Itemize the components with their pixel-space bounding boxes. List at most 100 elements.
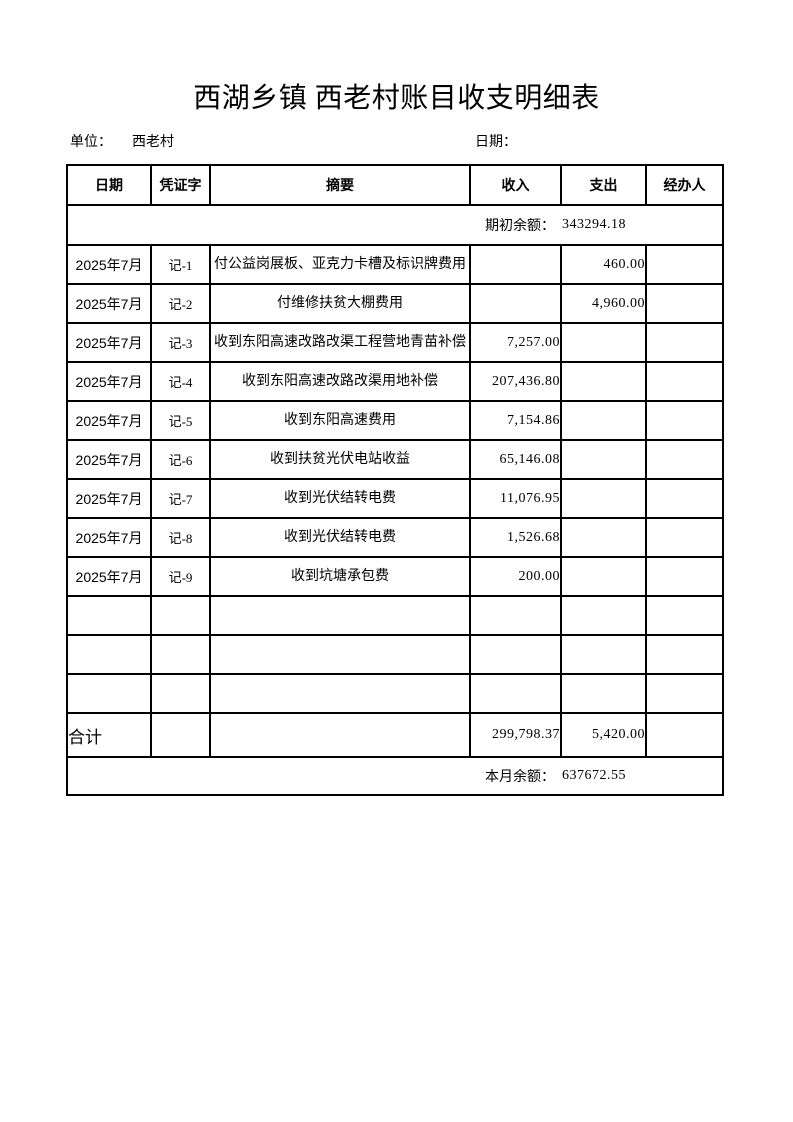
ledger-table-body: 期初余额： 343294.18 2025年7月 记-1 付公益岗展板、亚克力卡槽及标… (66, 204, 724, 796)
cell-voucher: 记-9 (150, 556, 211, 597)
table-row: 2025年7月 记-6 收到扶贫光伏电站收益 65,146.08 (66, 439, 724, 480)
table-row: 2025年7月 记-4 收到东阳高速改路改渠用地补偿 207,436.80 (66, 361, 724, 402)
cell-handler (645, 361, 724, 402)
opening-balance-label: 期初余额： (485, 219, 555, 234)
total-row: 合计 299,798.37 5,420.00 (66, 712, 724, 758)
closing-balance-label: 本月余额： (485, 770, 555, 785)
closing-balance: 本月余额： 637672.55 (69, 766, 721, 786)
cell-summary: 收到坑塘承包费 (209, 556, 471, 597)
cell-voucher: 记-4 (150, 361, 211, 402)
cell-expense (560, 439, 647, 480)
cell-summary: 付公益岗展板、亚克力卡槽及标识牌费用 (209, 244, 471, 285)
cell-date: 2025年7月 (66, 400, 152, 441)
total-expense-cell: 5,420.00 (560, 712, 647, 758)
cell-handler (645, 439, 724, 480)
header-income: 收入 (469, 164, 562, 206)
cell-summary: 收到光伏结转电费 (209, 478, 471, 519)
table-row: 2025年7月 记-8 收到光伏结转电费 1,526.68 (66, 517, 724, 558)
cell-summary: 付维修扶贫大棚费用 (209, 283, 471, 324)
cell-summary: 收到扶贫光伏电站收益 (209, 439, 471, 480)
empty-cell (150, 634, 211, 675)
empty-row (66, 595, 724, 636)
cell-income: 7,257.00 (469, 322, 562, 363)
opening-balance-row: 期初余额： 343294.18 (66, 204, 724, 246)
empty-cell (645, 634, 724, 675)
cell-income (469, 283, 562, 324)
cell-voucher: 记-8 (150, 517, 211, 558)
empty-cell (469, 595, 562, 636)
cell-handler (645, 556, 724, 597)
empty-cell (150, 673, 211, 714)
cell-voucher: 记-2 (150, 283, 211, 324)
header-voucher: 凭证字 (150, 164, 211, 206)
cell-summary: 收到东阳高速改路改渠工程营地青苗补偿 (209, 322, 471, 363)
cell-date: 2025年7月 (66, 478, 152, 519)
table-row: 2025年7月 记-2 付维修扶贫大棚费用 4,960.00 (66, 283, 724, 324)
cell-expense: 4,960.00 (560, 283, 647, 324)
cell-expense (560, 478, 647, 519)
cell-date: 2025年7月 (66, 556, 152, 597)
total-income-cell: 299,798.37 (469, 712, 562, 758)
unit-label: 单位： (70, 135, 112, 150)
cell-income: 7,154.86 (469, 400, 562, 441)
ledger-table-header: 日期 凭证字 摘要 收入 支出 经办人 (66, 164, 724, 206)
cell-date: 2025年7月 (66, 517, 152, 558)
header-summary: 摘要 (209, 164, 471, 206)
cell-date: 2025年7月 (66, 361, 152, 402)
closing-balance-value: 637672.55 (562, 768, 626, 783)
empty-cell (469, 673, 562, 714)
cell-income: 200.00 (469, 556, 562, 597)
empty-cell (560, 673, 647, 714)
opening-balance: 期初余额： 343294.18 (69, 215, 721, 235)
cell-summary: 收到东阳高速改路改渠用地补偿 (209, 361, 471, 402)
cell-expense (560, 361, 647, 402)
total-label-cell: 合计 (66, 712, 152, 758)
cell-voucher: 记-3 (150, 322, 211, 363)
cell-expense (560, 400, 647, 441)
cell-handler (645, 478, 724, 519)
cell-income (469, 244, 562, 285)
empty-cell (209, 673, 471, 714)
total-voucher-cell (150, 712, 211, 758)
closing-balance-cell: 本月余额： 637672.55 (66, 756, 724, 796)
cell-handler (645, 283, 724, 324)
empty-cell (209, 595, 471, 636)
cell-voucher: 记-5 (150, 400, 211, 441)
header-handler: 经办人 (645, 164, 724, 206)
cell-date: 2025年7月 (66, 244, 152, 285)
total-handler-cell (645, 712, 724, 758)
opening-balance-cell: 期初余额： 343294.18 (66, 204, 724, 246)
cell-income: 11,076.95 (469, 478, 562, 519)
cell-expense (560, 556, 647, 597)
cell-voucher: 记-6 (150, 439, 211, 480)
empty-cell (560, 634, 647, 675)
cell-expense (560, 517, 647, 558)
closing-balance-row: 本月余额： 637672.55 (66, 756, 724, 796)
cell-summary: 收到东阳高速费用 (209, 400, 471, 441)
empty-row (66, 634, 724, 675)
table-row: 2025年7月 记-7 收到光伏结转电费 11,076.95 (66, 478, 724, 519)
cell-handler (645, 244, 724, 285)
ledger-table: 日期 凭证字 摘要 收入 支出 经办人 期初余额： 343294.18 2025… (66, 164, 724, 796)
cell-expense: 460.00 (560, 244, 647, 285)
table-row: 2025年7月 记-1 付公益岗展板、亚克力卡槽及标识牌费用 460.00 (66, 244, 724, 285)
cell-voucher: 记-7 (150, 478, 211, 519)
cell-handler (645, 517, 724, 558)
cell-date: 2025年7月 (66, 322, 152, 363)
cell-income: 65,146.08 (469, 439, 562, 480)
empty-cell (645, 673, 724, 714)
empty-cell (469, 634, 562, 675)
empty-cell (560, 595, 647, 636)
cell-income: 1,526.68 (469, 517, 562, 558)
table-row: 2025年7月 记-5 收到东阳高速费用 7,154.86 (66, 400, 724, 441)
table-row: 2025年7月 记-3 收到东阳高速改路改渠工程营地青苗补偿 7,257.00 (66, 322, 724, 363)
cell-summary: 收到光伏结转电费 (209, 517, 471, 558)
opening-balance-value: 343294.18 (562, 217, 626, 232)
unit-value: 西老村 (132, 135, 174, 150)
page-title: 西湖乡镇 西老村账目收支明细表 (193, 83, 600, 114)
total-summary-cell (209, 712, 471, 758)
cell-date: 2025年7月 (66, 439, 152, 480)
table-row: 2025年7月 记-9 收到坑塘承包费 200.00 (66, 556, 724, 597)
header-expense: 支出 (560, 164, 647, 206)
